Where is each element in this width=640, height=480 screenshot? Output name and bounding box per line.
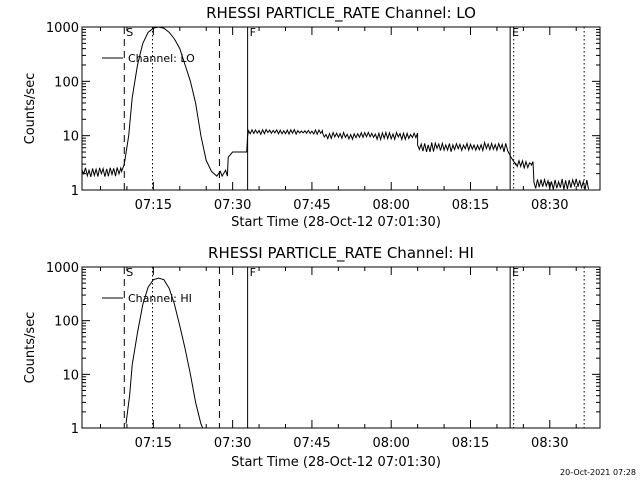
plot-frame [81, 26, 601, 191]
chart-panel-1: RHESSI PARTICLE_RATE Channel: HI 1 10 100 10… [23, 244, 601, 470]
x-axis-label: Start Time (28-Oct-12 07:01:30) [231, 215, 441, 230]
x-tick-label: 07:30 [214, 198, 251, 213]
x-tick-label: 08:00 [372, 198, 409, 213]
x-tick-label: 07:45 [293, 436, 330, 451]
x-tick-label: 08:30 [531, 198, 568, 213]
event-marker-label: F [250, 26, 256, 39]
x-tick-label: 08:00 [372, 436, 409, 451]
x-axis-label: Start Time (28-Oct-12 07:01:30) [231, 455, 441, 470]
y-tick-label: 1000 [46, 21, 79, 36]
x-tick-label: 07:15 [135, 436, 172, 451]
y-tick-label: 100 [54, 75, 79, 90]
footer-timestamp: 20-Oct-2021 07:28 [560, 468, 636, 477]
series-line [81, 26, 589, 190]
event-marker-label: S [126, 266, 133, 279]
series-line [125, 277, 204, 429]
chart-title: RHESSI PARTICLE_RATE Channel: LO [206, 4, 476, 23]
chart-title: RHESSI PARTICLE_RATE Channel: HI [208, 244, 474, 263]
x-tick-label: 08:30 [531, 436, 568, 451]
x-tick-label: 07:30 [214, 436, 251, 451]
event-marker-label: F [250, 266, 256, 279]
y-tick-label: 100 [54, 315, 79, 330]
x-tick-label: 08:15 [452, 198, 489, 213]
y-tick-label: 1 [71, 184, 79, 199]
x-tick-label: 07:45 [293, 198, 330, 213]
x-tick-label: 08:15 [452, 436, 489, 451]
event-marker-label: S [126, 26, 133, 39]
event-marker-label: E [512, 26, 519, 39]
legend-label: Channel: LO [128, 52, 195, 65]
y-axis-label: Counts/sec [23, 73, 38, 145]
y-tick-label: 1 [71, 422, 79, 437]
y-tick-label: 10 [62, 130, 79, 145]
event-marker-label: E [512, 266, 519, 279]
x-tick-label: 07:15 [135, 198, 172, 213]
y-tick-label: 1000 [46, 261, 79, 276]
legend-label: Channel: HI [128, 292, 192, 305]
y-axis-label: Counts/sec [23, 312, 38, 384]
y-tick-label: 10 [62, 368, 79, 383]
plot-frame [81, 266, 601, 429]
chart-panel-0: RHESSI PARTICLE_RATE Channel: LO 1 10 100 10… [23, 4, 601, 230]
